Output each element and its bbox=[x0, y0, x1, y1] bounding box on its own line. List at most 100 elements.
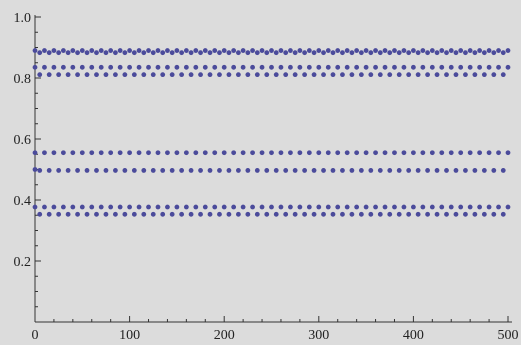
data-point bbox=[179, 50, 185, 56]
data-point bbox=[60, 204, 66, 210]
data-point bbox=[231, 48, 237, 53]
data-point bbox=[349, 211, 355, 217]
data-point bbox=[387, 72, 393, 78]
data-point bbox=[358, 211, 364, 217]
data-point bbox=[425, 50, 430, 56]
data-point bbox=[316, 64, 322, 70]
data-point bbox=[368, 168, 374, 173]
data-point bbox=[231, 204, 237, 210]
data-point bbox=[240, 64, 246, 70]
data-point bbox=[235, 211, 241, 217]
data-point bbox=[453, 72, 459, 78]
data-point bbox=[439, 204, 445, 210]
data-point bbox=[458, 150, 464, 156]
data-point bbox=[108, 48, 114, 53]
data-point bbox=[84, 50, 90, 56]
data-point bbox=[51, 204, 57, 210]
data-point bbox=[202, 150, 208, 156]
data-point bbox=[98, 150, 104, 156]
data-point bbox=[302, 168, 308, 173]
data-point bbox=[94, 168, 99, 173]
data-point bbox=[117, 64, 123, 70]
data-point bbox=[245, 50, 251, 56]
data-point bbox=[65, 168, 71, 173]
data-point bbox=[406, 168, 412, 173]
data-point bbox=[122, 50, 128, 56]
data-point bbox=[344, 48, 350, 53]
data-point bbox=[103, 72, 109, 78]
data-point bbox=[141, 72, 147, 78]
data-point bbox=[396, 211, 402, 217]
data-point bbox=[463, 72, 468, 78]
data-point bbox=[411, 150, 416, 156]
data-point bbox=[288, 150, 293, 156]
data-point bbox=[491, 50, 497, 56]
data-point bbox=[477, 64, 483, 70]
data-point bbox=[188, 50, 194, 56]
data-point bbox=[65, 50, 71, 56]
data-point bbox=[70, 48, 76, 53]
data-point bbox=[463, 211, 468, 217]
data-point bbox=[292, 211, 298, 217]
data-point bbox=[477, 150, 483, 156]
data-point bbox=[505, 150, 511, 156]
data-point bbox=[467, 64, 473, 70]
data-point bbox=[122, 168, 128, 173]
data-point bbox=[188, 72, 194, 78]
data-point bbox=[127, 64, 132, 70]
data-point bbox=[79, 150, 85, 156]
data-point bbox=[434, 72, 440, 78]
data-point bbox=[363, 48, 369, 53]
data-point bbox=[259, 64, 265, 70]
data-point bbox=[292, 72, 298, 78]
data-point bbox=[169, 211, 175, 217]
data-point bbox=[269, 48, 274, 53]
data-point bbox=[392, 64, 397, 70]
data-point bbox=[37, 72, 43, 78]
data-point bbox=[131, 211, 137, 217]
data-point bbox=[377, 211, 383, 217]
data-point bbox=[306, 64, 312, 70]
data-point bbox=[444, 50, 449, 56]
data-point bbox=[226, 168, 232, 173]
data-point bbox=[245, 211, 251, 217]
data-point bbox=[316, 150, 322, 156]
x-tick-label: 400 bbox=[403, 328, 424, 343]
data-point bbox=[396, 72, 402, 78]
data-point bbox=[113, 72, 118, 78]
data-point bbox=[420, 64, 426, 70]
data-point bbox=[160, 168, 166, 173]
data-point bbox=[193, 64, 199, 70]
data-point bbox=[60, 150, 66, 156]
data-point bbox=[217, 211, 222, 217]
data-point bbox=[302, 72, 308, 78]
tick-marks bbox=[34, 16, 509, 322]
data-point bbox=[500, 168, 506, 173]
data-point bbox=[108, 64, 114, 70]
data-point bbox=[453, 168, 459, 173]
data-point bbox=[481, 50, 487, 56]
data-point bbox=[491, 72, 497, 78]
data-point bbox=[486, 48, 492, 53]
data-point bbox=[415, 168, 421, 173]
data-point bbox=[467, 150, 473, 156]
data-point bbox=[411, 64, 416, 70]
data-point bbox=[46, 72, 52, 78]
y-tick-label: 0.8 bbox=[14, 72, 32, 87]
data-point bbox=[259, 150, 265, 156]
x-tick-label: 200 bbox=[214, 328, 235, 343]
data-point bbox=[321, 72, 326, 78]
data-point bbox=[358, 50, 364, 56]
data-point bbox=[264, 72, 270, 78]
data-point bbox=[32, 150, 38, 156]
data-point bbox=[273, 50, 279, 56]
data-point bbox=[231, 64, 237, 70]
x-tick-label: 0 bbox=[32, 328, 39, 343]
data-point bbox=[368, 211, 374, 217]
data-point bbox=[392, 150, 397, 156]
data-point bbox=[467, 204, 473, 210]
data-point bbox=[444, 72, 449, 78]
data-point bbox=[207, 211, 213, 217]
data-point bbox=[439, 48, 445, 53]
data-point bbox=[496, 64, 501, 70]
